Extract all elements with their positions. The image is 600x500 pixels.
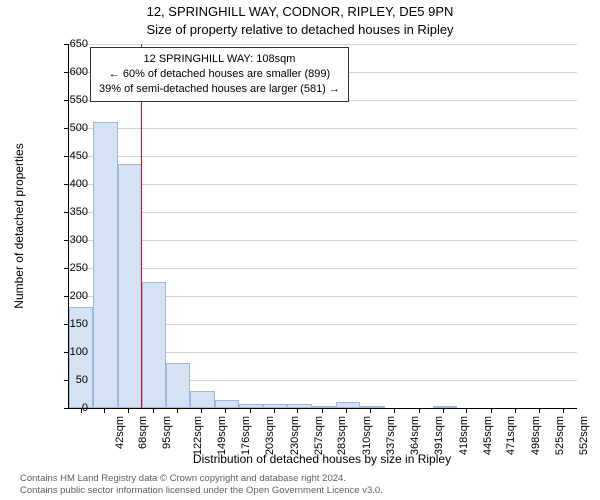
chart-subtitle: Size of property relative to detached ho…	[0, 22, 600, 37]
gridline	[69, 156, 577, 157]
ytick-label: 300	[38, 234, 88, 246]
xtick-mark	[225, 408, 226, 413]
gridline	[69, 268, 577, 269]
xtick-label: 203sqm	[264, 416, 276, 455]
xtick-mark	[177, 408, 178, 413]
xtick-label: 95sqm	[161, 416, 173, 449]
xtick-label: 418sqm	[458, 416, 470, 455]
histogram-bar	[118, 164, 142, 408]
xtick-label: 310sqm	[361, 416, 373, 455]
xtick-label: 122sqm	[192, 416, 204, 455]
xtick-mark	[443, 408, 444, 413]
xtick-label: 552sqm	[578, 416, 590, 455]
xtick-mark	[491, 408, 492, 413]
histogram-bar	[215, 400, 239, 408]
histogram-bar	[239, 404, 263, 408]
footer-line-2: Contains public sector information licen…	[20, 485, 383, 496]
footer-line-1: Contains HM Land Registry data © Crown c…	[20, 473, 383, 484]
xtick-mark	[250, 408, 251, 413]
xtick-label: 391sqm	[434, 416, 446, 455]
y-axis-label-text: Number of detached properties	[12, 44, 26, 408]
xtick-label: 176sqm	[240, 416, 252, 455]
xtick-label: 445sqm	[482, 416, 494, 455]
gridline	[69, 128, 577, 129]
xtick-mark	[370, 408, 371, 413]
xtick-mark	[81, 408, 82, 413]
xtick-mark	[419, 408, 420, 413]
xtick-mark	[563, 408, 564, 413]
chart-title: 12, SPRINGHILL WAY, CODNOR, RIPLEY, DE5 …	[0, 4, 600, 19]
xtick-label: 283sqm	[336, 416, 348, 455]
xtick-mark	[466, 408, 467, 413]
xtick-mark	[274, 408, 275, 413]
histogram-bar	[360, 406, 384, 408]
ytick-label: 50	[38, 374, 88, 386]
xtick-mark	[104, 408, 105, 413]
ytick-label: 100	[38, 346, 88, 358]
info-line-1: 12 SPRINGHILL WAY: 108sqm	[99, 52, 340, 67]
xtick-label: 364sqm	[409, 416, 421, 455]
xtick-mark	[128, 408, 129, 413]
xtick-mark	[322, 408, 323, 413]
ytick-label: 500	[38, 122, 88, 134]
histogram-bar	[263, 404, 287, 408]
ytick-label: 600	[38, 66, 88, 78]
histogram-bar	[93, 122, 117, 408]
xtick-label: 498sqm	[530, 416, 542, 455]
histogram-bar	[433, 406, 457, 408]
xtick-label: 525sqm	[554, 416, 566, 455]
histogram-bar	[142, 282, 166, 408]
xtick-label: 42sqm	[114, 416, 126, 449]
histogram-bar	[287, 404, 311, 408]
info-box: 12 SPRINGHILL WAY: 108sqm ← 60% of detac…	[90, 47, 349, 102]
histogram-bar	[336, 402, 360, 408]
gridline	[69, 44, 577, 45]
xtick-label: 230sqm	[289, 416, 301, 455]
xtick-mark	[346, 408, 347, 413]
xtick-mark	[201, 408, 202, 413]
ytick-label: 150	[38, 318, 88, 330]
info-line-3: 39% of semi-detached houses are larger (…	[99, 82, 340, 97]
xtick-mark	[297, 408, 298, 413]
histogram-bar	[190, 391, 214, 408]
xtick-label: 257sqm	[313, 416, 325, 455]
xtick-label: 337sqm	[385, 416, 397, 455]
ytick-label: 650	[38, 38, 88, 50]
ytick-label: 200	[38, 290, 88, 302]
ytick-label: 450	[38, 150, 88, 162]
info-line-2: ← 60% of detached houses are smaller (89…	[99, 67, 340, 82]
gridline	[69, 212, 577, 213]
xtick-label: 149sqm	[216, 416, 228, 455]
xtick-mark	[515, 408, 516, 413]
xtick-label: 471sqm	[505, 416, 517, 455]
y-axis-label: Number of detached properties	[12, 44, 26, 408]
ytick-label: 350	[38, 206, 88, 218]
histogram-bar	[166, 363, 190, 408]
gridline	[69, 240, 577, 241]
histogram-bar	[312, 406, 336, 408]
xtick-mark	[539, 408, 540, 413]
xtick-mark	[394, 408, 395, 413]
gridline	[69, 184, 577, 185]
footer: Contains HM Land Registry data © Crown c…	[20, 473, 383, 496]
xtick-mark	[153, 408, 154, 413]
ytick-label: 400	[38, 178, 88, 190]
xtick-label: 68sqm	[137, 416, 149, 449]
ytick-label: 550	[38, 94, 88, 106]
ytick-label: 250	[38, 262, 88, 274]
